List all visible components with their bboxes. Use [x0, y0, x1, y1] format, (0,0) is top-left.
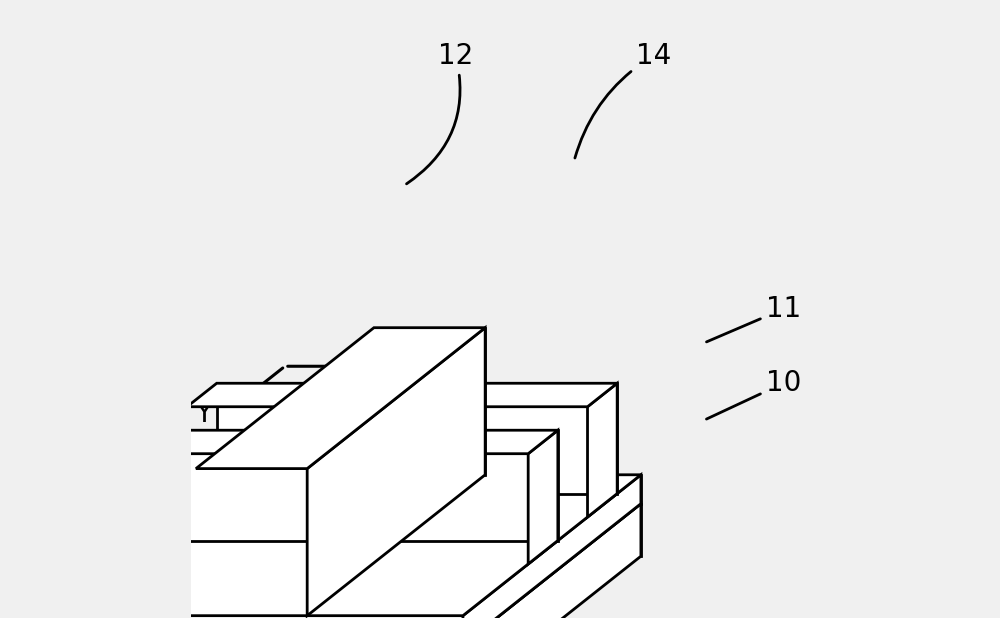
Polygon shape — [128, 430, 558, 454]
Polygon shape — [463, 475, 641, 618]
Polygon shape — [240, 504, 641, 556]
Polygon shape — [463, 504, 641, 618]
Polygon shape — [588, 383, 617, 517]
Text: 10: 10 — [706, 369, 801, 419]
Text: Y: Y — [195, 400, 212, 428]
Polygon shape — [187, 383, 617, 407]
Text: 14: 14 — [575, 41, 671, 158]
Polygon shape — [62, 475, 641, 616]
Text: 11: 11 — [706, 295, 801, 342]
Polygon shape — [240, 475, 641, 504]
Text: X: X — [397, 332, 416, 360]
Polygon shape — [374, 328, 485, 475]
Polygon shape — [217, 383, 617, 494]
Polygon shape — [307, 328, 485, 616]
Polygon shape — [528, 430, 558, 564]
Polygon shape — [196, 328, 485, 468]
Text: 12: 12 — [407, 41, 473, 184]
Polygon shape — [157, 430, 558, 541]
Polygon shape — [62, 504, 641, 618]
